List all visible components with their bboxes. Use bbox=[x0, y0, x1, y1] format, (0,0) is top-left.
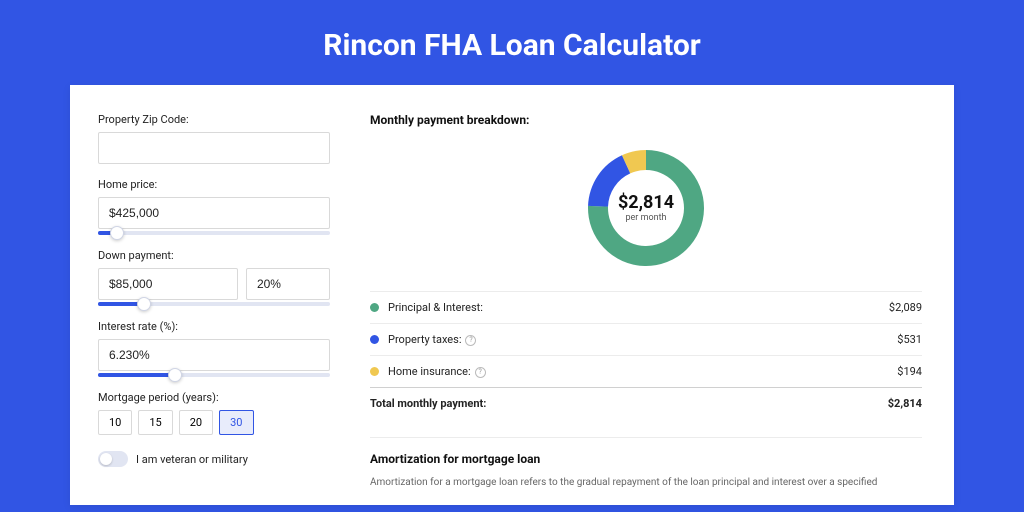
interest-rate-label: Interest rate (%): bbox=[98, 320, 330, 333]
legend-row-principal: Principal & Interest: $2,089 bbox=[370, 291, 922, 323]
donut-chart-wrap: $2,814 per month bbox=[370, 143, 922, 273]
legend-row-total: Total monthly payment: $2,814 bbox=[370, 387, 922, 419]
interest-rate-slider[interactable] bbox=[98, 373, 330, 377]
legend-label-insurance: Home insurance:? bbox=[388, 365, 897, 378]
donut-chart: $2,814 per month bbox=[581, 143, 711, 273]
breakdown-title: Monthly payment breakdown: bbox=[370, 113, 922, 127]
period-btn-30[interactable]: 30 bbox=[219, 410, 253, 435]
legend-label-taxes: Property taxes:? bbox=[388, 333, 897, 346]
amortization-title: Amortization for mortgage loan bbox=[370, 437, 922, 466]
legend-label-principal: Principal & Interest: bbox=[388, 301, 889, 314]
legend-dot-insurance bbox=[370, 367, 379, 376]
legend-value-insurance: $194 bbox=[897, 365, 922, 378]
donut-center-sub: per month bbox=[625, 213, 666, 223]
down-payment-label: Down payment: bbox=[98, 249, 330, 262]
down-payment-slider[interactable] bbox=[98, 302, 330, 306]
veteran-row: I am veteran or military bbox=[98, 451, 330, 467]
donut-center-value: $2,814 bbox=[618, 192, 674, 213]
home-price-slider[interactable] bbox=[98, 231, 330, 235]
period-btn-15[interactable]: 15 bbox=[138, 410, 172, 435]
down-payment-row bbox=[98, 268, 330, 300]
home-price-slider-thumb[interactable] bbox=[110, 226, 124, 240]
home-price-input[interactable] bbox=[98, 197, 330, 229]
info-icon[interactable]: ? bbox=[475, 367, 486, 378]
interest-rate-slider-fill bbox=[98, 373, 175, 377]
home-price-label: Home price: bbox=[98, 178, 330, 191]
legend-dot-taxes bbox=[370, 335, 379, 344]
legend-row-insurance: Home insurance:? $194 bbox=[370, 355, 922, 387]
legend-value-total: $2,814 bbox=[888, 397, 922, 410]
veteran-toggle[interactable] bbox=[98, 451, 128, 467]
breakdown-panel: Monthly payment breakdown: $2,814 per mo… bbox=[350, 85, 954, 505]
period-options: 10 15 20 30 bbox=[98, 410, 330, 435]
info-icon[interactable]: ? bbox=[465, 335, 476, 346]
calculator-card: Property Zip Code: Home price: Down paym… bbox=[70, 85, 954, 505]
down-payment-input[interactable] bbox=[98, 268, 238, 300]
page-title: Rincon FHA Loan Calculator bbox=[0, 0, 1024, 85]
legend-label-total: Total monthly payment: bbox=[370, 397, 888, 410]
down-payment-pct-input[interactable] bbox=[246, 268, 330, 300]
down-payment-slider-thumb[interactable] bbox=[137, 297, 151, 311]
zip-label: Property Zip Code: bbox=[98, 113, 330, 126]
down-payment-field-group: Down payment: bbox=[98, 249, 330, 306]
legend-value-taxes: $531 bbox=[897, 333, 922, 346]
legend-row-taxes: Property taxes:? $531 bbox=[370, 323, 922, 355]
period-field-group: Mortgage period (years): 10 15 20 30 bbox=[98, 391, 330, 435]
zip-input[interactable] bbox=[98, 132, 330, 164]
interest-rate-slider-thumb[interactable] bbox=[168, 368, 182, 382]
legend-label-insurance-text: Home insurance: bbox=[388, 365, 471, 378]
period-btn-10[interactable]: 10 bbox=[98, 410, 132, 435]
legend-dot-principal bbox=[370, 303, 379, 312]
zip-field-group: Property Zip Code: bbox=[98, 113, 330, 164]
form-panel: Property Zip Code: Home price: Down paym… bbox=[70, 85, 350, 505]
amortization-body: Amortization for a mortgage loan refers … bbox=[370, 476, 922, 491]
period-btn-20[interactable]: 20 bbox=[179, 410, 213, 435]
interest-rate-field-group: Interest rate (%): bbox=[98, 320, 330, 377]
legend-label-taxes-text: Property taxes: bbox=[388, 333, 461, 346]
home-price-field-group: Home price: bbox=[98, 178, 330, 235]
interest-rate-input[interactable] bbox=[98, 339, 330, 371]
period-label: Mortgage period (years): bbox=[98, 391, 330, 404]
veteran-label: I am veteran or military bbox=[136, 453, 248, 466]
legend-value-principal: $2,089 bbox=[889, 301, 922, 314]
